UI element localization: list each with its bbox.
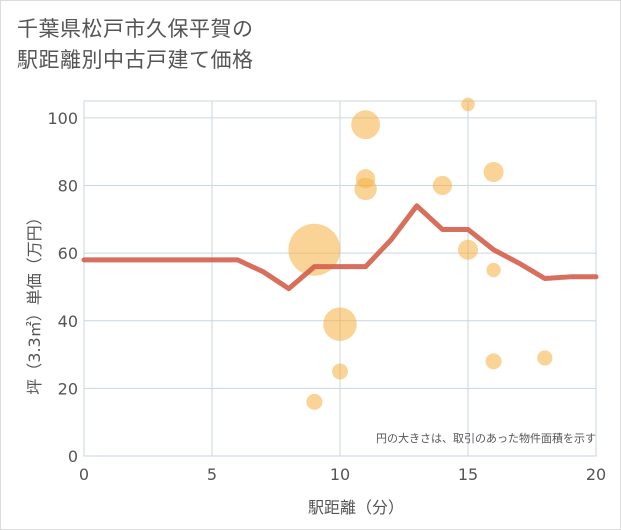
chart-title-line-2: 駅距離別中古戸建て価格	[17, 48, 254, 72]
y-axis-title: 坪（3.3㎡）単価（万円）	[25, 209, 44, 394]
y-tick-label: 40	[58, 312, 78, 331]
bubble-series	[288, 97, 553, 410]
bubble-point	[306, 393, 323, 410]
bubble-point	[537, 350, 553, 366]
y-tick-label: 60	[58, 244, 78, 263]
x-tick-label: 0	[79, 465, 89, 484]
bubble-point	[458, 239, 478, 260]
bubble-point	[486, 262, 501, 278]
bubble-size-note: 円の大きさは、取引のあった物件面積を示す	[376, 431, 596, 445]
trend-line	[81, 203, 599, 292]
x-axis-ticks: 0 5 10 15 20	[79, 465, 606, 484]
x-tick-label: 20	[586, 465, 606, 484]
bubble-point	[485, 353, 502, 370]
bubble-point	[351, 110, 380, 140]
bubble-point	[461, 97, 475, 112]
y-axis-ticks: 0 20 40 60 80 100	[47, 109, 78, 466]
grid-lines	[83, 100, 597, 457]
x-tick-label: 10	[330, 465, 350, 484]
bubble-point	[432, 175, 452, 196]
x-tick-label: 15	[458, 465, 478, 484]
bubble-point	[483, 162, 504, 182]
trend-line-series	[81, 203, 599, 292]
y-tick-label: 0	[68, 447, 78, 466]
chart-title-line-1: 千葉県松戸市久保平賀の	[17, 17, 254, 41]
bubble-point	[288, 223, 341, 276]
bubble-point	[332, 363, 348, 380]
x-tick-label: 5	[207, 465, 217, 484]
bubble-point	[354, 177, 377, 201]
y-tick-label: 20	[58, 379, 78, 398]
y-tick-label: 100	[47, 109, 78, 128]
chart-title: 千葉県松戸市久保平賀の 駅距離別中古戸建て価格	[17, 14, 254, 76]
y-tick-label: 80	[58, 177, 78, 196]
bubble-point	[323, 307, 357, 341]
x-axis-title: 駅距離（分）	[308, 498, 404, 517]
